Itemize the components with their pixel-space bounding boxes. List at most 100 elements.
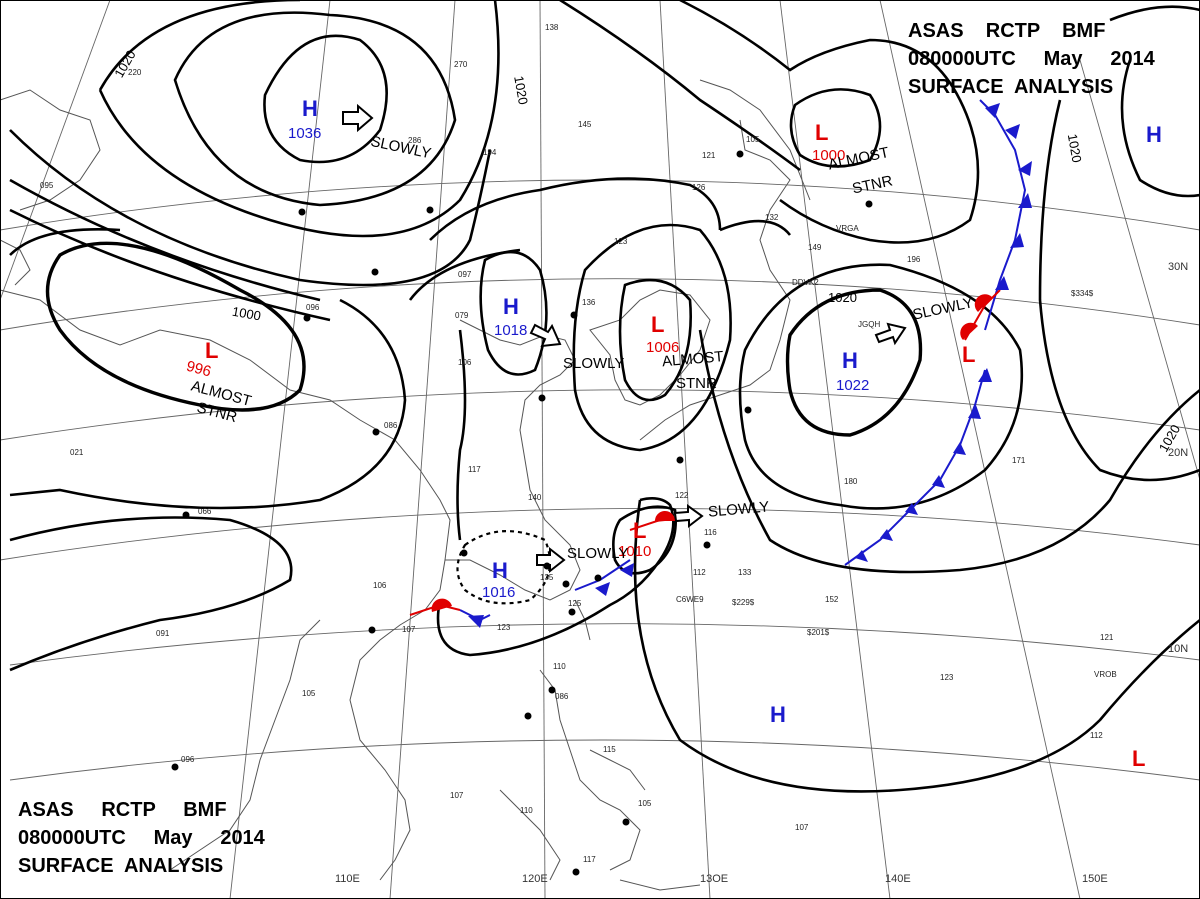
station-label: 196	[907, 255, 921, 264]
header-bottom-left: ASAS RCTP BMF 080000UTC May 2014 SURFACE…	[18, 799, 266, 877]
lon-label: 110E	[335, 873, 360, 885]
station-label: 123	[940, 673, 954, 682]
station-label: DDVK2	[792, 278, 819, 287]
station-label: 135	[540, 573, 554, 582]
station-label: 171	[1012, 456, 1026, 465]
low-pressure-center: L	[633, 518, 646, 543]
station-label: 117	[583, 855, 596, 864]
low-pressure-value: 1010	[618, 543, 651, 560]
isobar-label: 1020	[828, 290, 857, 305]
station-label: 086	[555, 692, 569, 701]
station-label: 066	[198, 507, 212, 516]
header-top-right: ASAS RCTP BMF 080000UTC May 2014 SURFACE…	[908, 20, 1156, 98]
station-label: 121	[702, 151, 716, 160]
station-label: 110	[553, 662, 566, 671]
station-label: 115	[603, 745, 616, 754]
station-label: 132	[765, 213, 779, 222]
coastlines	[0, 79, 811, 891]
station-label: VRGA	[836, 224, 859, 233]
low-pressure-value: 1006	[646, 339, 679, 356]
station-labels: 138 145 194 270 286 136 123 097 079 106 …	[40, 23, 1117, 864]
station-label: 145	[578, 120, 592, 129]
station-label: 149	[808, 243, 822, 252]
high-pressure-value: 1018	[494, 322, 527, 339]
lat-label: 20N	[1168, 447, 1188, 459]
pressure-centers: H 1036 H 1018 H 1016 H 1022 H H L 1000 L…	[184, 96, 1161, 771]
station-label: 106	[373, 581, 387, 590]
low-pressure-center: L	[205, 338, 218, 363]
station-label: 107	[795, 823, 809, 832]
station-label: 138	[545, 23, 559, 32]
header-line: 080000UTC May 2014	[18, 827, 266, 849]
station-dots	[171, 150, 873, 876]
header-line: 080000UTC May 2014	[908, 48, 1156, 70]
low-pressure-value: 996	[184, 358, 213, 381]
low-pressure-center: L	[815, 120, 828, 145]
station-label: 133	[738, 568, 752, 577]
isobar-label: 1000	[231, 304, 262, 324]
high-pressure-center: H	[770, 702, 786, 727]
high-pressure-value: 1016	[482, 584, 515, 601]
isobar-label: 1020	[1065, 133, 1085, 164]
station-label: 105	[638, 799, 652, 808]
high-pressure-center: H	[1146, 122, 1162, 147]
lon-label: 120E	[522, 873, 548, 885]
station-label: 136	[582, 298, 596, 307]
station-label: 105	[746, 135, 760, 144]
grid-labels: 110E 120E 13OE 140E 150E 30N 20N 10N	[335, 261, 1188, 885]
high-pressure-value: 1036	[288, 125, 321, 142]
station-label: 126	[692, 183, 706, 192]
station-label: JGQH	[858, 320, 880, 329]
station-label: 096	[306, 303, 320, 312]
station-label: $229$	[732, 598, 755, 607]
lon-label: 150E	[1082, 873, 1108, 885]
station-label: 110	[520, 806, 533, 815]
station-label: 095	[40, 181, 54, 190]
movement-label: SLOWLY	[707, 498, 770, 520]
movement-label: SLOWLY	[567, 545, 628, 562]
high-pressure-center: H	[842, 348, 858, 373]
station-label: $201$	[807, 628, 830, 637]
station-label: C6WE9	[676, 595, 704, 604]
fronts	[409, 99, 1032, 628]
low-pressure-center: L	[1132, 746, 1145, 771]
header-line: ASAS RCTP BMF	[18, 799, 227, 821]
station-label: 116	[704, 528, 717, 537]
station-label: 079	[455, 311, 469, 320]
movement-label: SLOWLY	[563, 355, 624, 372]
movement-label: STNR	[676, 375, 717, 392]
station-label: 096	[181, 755, 195, 764]
station-label: 180	[844, 477, 858, 486]
station-label: 105	[302, 689, 316, 698]
station-label: 117	[468, 465, 481, 474]
station-label: 021	[70, 448, 84, 457]
station-label: 091	[156, 629, 170, 638]
station-label: 123	[497, 623, 511, 632]
high-pressure-value: 1022	[836, 377, 869, 394]
station-label: 112	[693, 568, 706, 577]
station-label: 123	[614, 237, 628, 246]
station-label: 097	[458, 270, 472, 279]
station-label: 125	[568, 599, 582, 608]
lat-label: 30N	[1168, 261, 1188, 273]
isobar-label: 1020	[511, 75, 531, 106]
station-label: 270	[454, 60, 468, 69]
station-label: 286	[408, 136, 422, 145]
lon-label: 13OE	[700, 873, 728, 885]
movement-label: ALMOST	[661, 348, 724, 370]
station-label: 107	[402, 625, 416, 634]
header-line: SURFACE ANALYSIS	[18, 855, 223, 877]
station-label: $334$	[1071, 289, 1094, 298]
high-pressure-center: H	[503, 294, 519, 319]
lon-label: 140E	[885, 873, 911, 885]
low-pressure-center: L	[962, 342, 975, 367]
lat-label: 10N	[1168, 643, 1188, 655]
station-label: 121	[1100, 633, 1114, 642]
station-label: 086	[384, 421, 398, 430]
station-label: VROB	[1094, 670, 1117, 679]
station-label: 152	[825, 595, 839, 604]
high-pressure-center: H	[302, 96, 318, 121]
low-pressure-center: L	[651, 312, 664, 337]
